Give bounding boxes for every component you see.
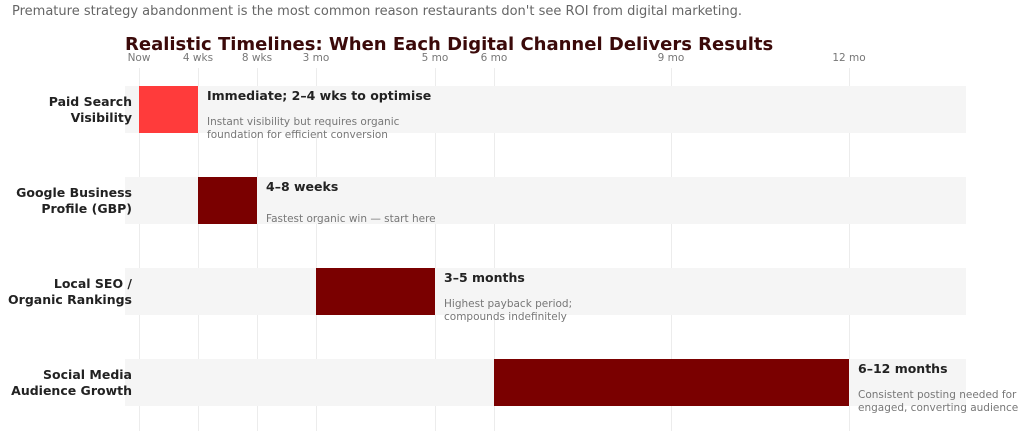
y-label-paid-search: Paid Search Visibility <box>48 94 132 125</box>
annotation-title-gbp: 4–8 weeks <box>266 179 339 194</box>
y-label-social-media: Social Media Audience Growth <box>11 367 132 398</box>
bar-paid-search <box>139 86 198 133</box>
gridline-4wks <box>198 68 199 431</box>
row-band-local-seo <box>125 268 966 315</box>
gridline-8wks <box>257 68 258 431</box>
x-tick-9mo: 9 mo <box>657 52 685 64</box>
bar-social-media <box>494 359 849 406</box>
x-tick-6mo: 6 mo <box>480 52 508 64</box>
gridline-now <box>139 68 140 431</box>
annotation-note-local-seo: Highest payback period; compounds indefi… <box>444 298 573 323</box>
gridline-5mo <box>435 68 436 431</box>
annotation-title-local-seo: 3–5 months <box>444 270 525 285</box>
x-tick-8wks: 8 wks <box>241 52 273 64</box>
x-tick-5mo: 5 mo <box>421 52 449 64</box>
bar-gbp <box>198 177 257 224</box>
x-tick-3mo: 3 mo <box>302 52 330 64</box>
annotation-title-paid-search: Immediate; 2–4 wks to optimise <box>207 88 432 103</box>
gridline-6mo <box>494 68 495 431</box>
row-band-paid-search <box>125 86 966 133</box>
row-band-gbp <box>125 177 966 224</box>
bar-local-seo <box>316 268 435 315</box>
gridline-9mo <box>671 68 672 431</box>
x-tick-4wks: 4 wks <box>182 52 214 64</box>
y-label-gbp: Google Business Profile (GBP) <box>16 185 132 216</box>
annotation-title-social-media: 6–12 months <box>858 361 948 376</box>
x-tick-now: Now <box>127 52 151 64</box>
annotation-note-paid-search: Instant visibility but requires organic … <box>207 116 400 141</box>
chart-title: Realistic Timelines: When Each Digital C… <box>125 34 774 55</box>
gridline-3mo <box>316 68 317 431</box>
annotation-note-social-media: Consistent posting needed for engaged, c… <box>858 389 1019 414</box>
gridline-12mo <box>849 68 850 431</box>
x-tick-12mo: 12 mo <box>832 52 866 64</box>
subtitle: Premature strategy abandonment is the mo… <box>12 4 743 19</box>
annotation-note-gbp: Fastest organic win — start here <box>266 213 436 225</box>
y-label-local-seo: Local SEO / Organic Rankings <box>8 276 132 307</box>
